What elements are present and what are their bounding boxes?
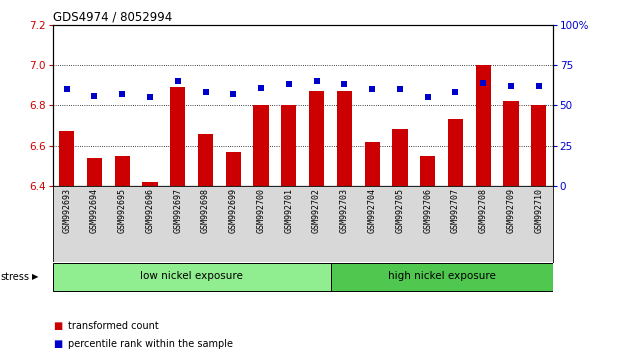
Bar xyxy=(392,130,407,186)
Text: ■: ■ xyxy=(53,321,62,331)
Text: high nickel exposure: high nickel exposure xyxy=(388,272,496,281)
Text: GSM992701: GSM992701 xyxy=(284,188,293,233)
Text: GSM992700: GSM992700 xyxy=(256,188,266,233)
Text: low nickel exposure: low nickel exposure xyxy=(140,272,243,281)
Bar xyxy=(142,182,158,186)
Point xyxy=(395,86,405,92)
Point xyxy=(284,81,294,87)
Text: GSM992695: GSM992695 xyxy=(118,188,127,233)
Bar xyxy=(337,91,352,186)
Text: GSM992704: GSM992704 xyxy=(368,188,377,233)
Point xyxy=(506,83,516,89)
Text: transformed count: transformed count xyxy=(68,321,159,331)
Bar xyxy=(281,105,296,186)
Point xyxy=(61,86,71,92)
Text: GSM992703: GSM992703 xyxy=(340,188,349,233)
Bar xyxy=(115,156,130,186)
Text: GSM992709: GSM992709 xyxy=(507,188,515,233)
Bar xyxy=(225,152,241,186)
Point xyxy=(423,95,433,100)
Point xyxy=(367,86,377,92)
Bar xyxy=(448,119,463,186)
FancyBboxPatch shape xyxy=(330,263,553,291)
Point xyxy=(450,90,460,95)
Text: stress: stress xyxy=(1,272,30,282)
Text: GSM992706: GSM992706 xyxy=(424,188,432,233)
Bar xyxy=(309,91,324,186)
Point xyxy=(89,93,99,98)
Bar xyxy=(87,158,102,186)
Bar xyxy=(198,133,213,186)
Text: GSM992694: GSM992694 xyxy=(90,188,99,233)
Point xyxy=(229,91,238,97)
FancyBboxPatch shape xyxy=(53,263,330,291)
Point xyxy=(478,80,488,86)
Bar xyxy=(59,131,75,186)
Text: GSM992702: GSM992702 xyxy=(312,188,321,233)
Text: GSM992699: GSM992699 xyxy=(229,188,238,233)
Text: GSM992693: GSM992693 xyxy=(62,188,71,233)
Point xyxy=(173,78,183,84)
Point xyxy=(312,78,322,84)
Text: ▶: ▶ xyxy=(32,273,39,281)
Text: GSM992710: GSM992710 xyxy=(534,188,543,233)
Point xyxy=(256,85,266,90)
Bar xyxy=(170,87,186,186)
Text: GDS4974 / 8052994: GDS4974 / 8052994 xyxy=(53,11,172,24)
Text: GSM992705: GSM992705 xyxy=(396,188,404,233)
Bar xyxy=(504,101,519,186)
Bar xyxy=(253,105,269,186)
Text: GSM992697: GSM992697 xyxy=(173,188,182,233)
Text: GSM992707: GSM992707 xyxy=(451,188,460,233)
Point xyxy=(340,81,350,87)
Point xyxy=(117,91,127,97)
Bar xyxy=(420,156,435,186)
Text: percentile rank within the sample: percentile rank within the sample xyxy=(68,339,233,349)
Point xyxy=(534,83,544,89)
Point xyxy=(145,95,155,100)
Bar xyxy=(531,105,546,186)
Text: ■: ■ xyxy=(53,339,62,349)
Bar xyxy=(476,65,491,186)
Point xyxy=(201,90,211,95)
Bar xyxy=(365,142,380,186)
Text: GSM992698: GSM992698 xyxy=(201,188,210,233)
Text: GSM992696: GSM992696 xyxy=(145,188,155,233)
Text: GSM992708: GSM992708 xyxy=(479,188,487,233)
